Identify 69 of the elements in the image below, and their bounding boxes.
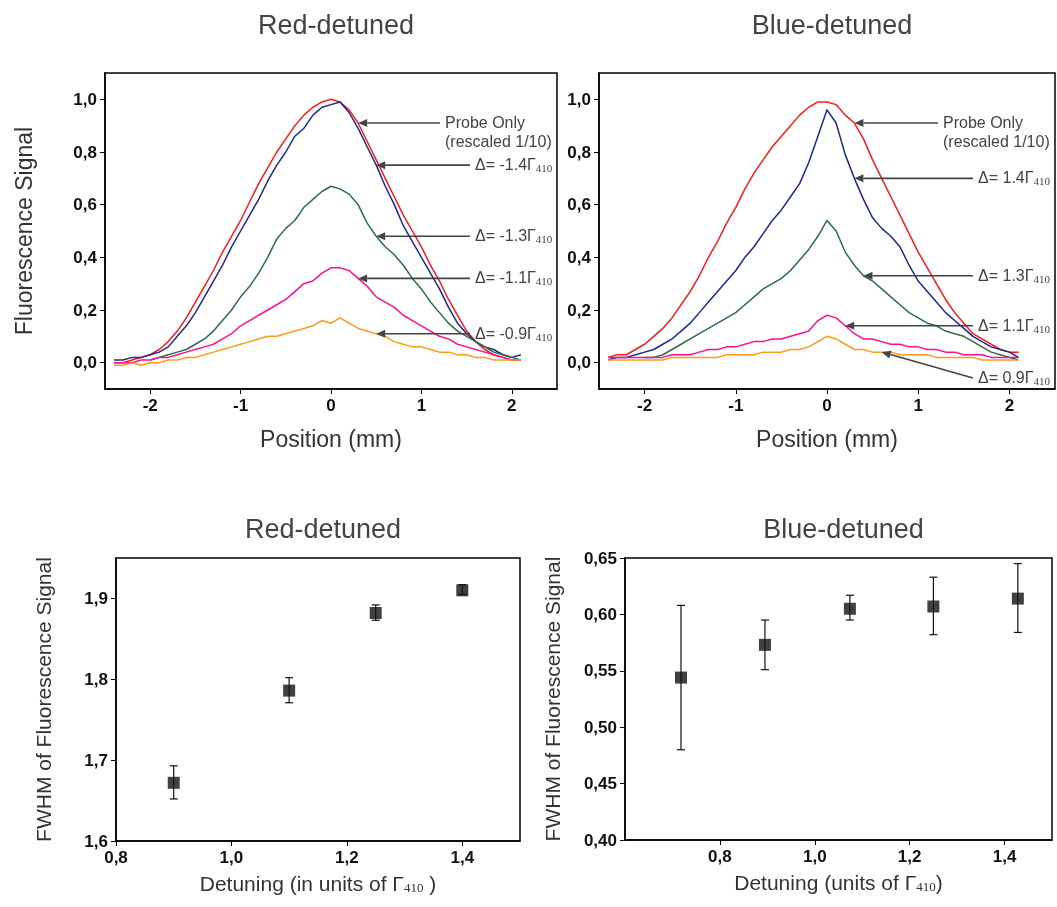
y-axis-title: FWHM of Fluorescence Signal — [32, 557, 55, 842]
y-tick-label: 0,2 — [73, 300, 97, 320]
y-tick-label: 0,2 — [567, 300, 591, 320]
y-tick-label: 0,6 — [73, 195, 97, 215]
x-tick-label: 0 — [326, 396, 336, 415]
x-tick-label: 1,4 — [450, 848, 475, 867]
annotation: Δ= 1.3Γ$_{410}$ — [978, 265, 1051, 287]
y-axis-title: FWHM of Fluorescence Signal — [541, 556, 564, 842]
x-tick-label: -2 — [142, 396, 158, 415]
point — [927, 600, 940, 613]
y-tick-label: 1,7 — [84, 750, 108, 770]
annotation: Probe Only (rescaled 1/10) — [943, 113, 1050, 152]
y-tick-label: 0,65 — [583, 548, 617, 568]
x-tick-label: 0,8 — [104, 848, 128, 867]
x-tick-label: 2 — [507, 396, 517, 415]
chart-title: Red-detuned — [257, 9, 415, 40]
y-axis-title: Fluorescence Signal — [10, 126, 37, 336]
x-tick-label: 1,2 — [897, 847, 922, 866]
chart-title: Blue-detuned — [763, 513, 924, 544]
point — [758, 638, 771, 651]
y-tick-label: 1,6 — [84, 831, 108, 851]
chart-title: Blue-detuned — [751, 9, 913, 40]
y-tick-label: 0,4 — [73, 247, 98, 267]
x-tick-label: -2 — [637, 396, 653, 415]
annotation: Δ= 1.4Γ$_{410}$ — [978, 168, 1051, 190]
y-tick-label: 0,4 — [567, 247, 592, 267]
line-series — [607, 335, 1020, 361]
x-tick-label: 1,0 — [802, 847, 827, 866]
x-tick-label: 1,4 — [992, 847, 1017, 866]
y-tick-label: 0,45 — [583, 774, 617, 794]
y-tick-label: 0,60 — [583, 604, 617, 624]
x-tick-label: 0,8 — [708, 847, 732, 866]
annotation: Δ= -0.9Γ$_{410}$ — [475, 323, 553, 345]
point — [283, 684, 296, 697]
annotation: Δ= -1.3Γ$_{410}$ — [475, 226, 553, 248]
y-tick-label: 0,6 — [567, 195, 591, 215]
annotation: Δ= -1.1Γ$_{410}$ — [475, 268, 553, 290]
y-tick-label: 0,8 — [567, 142, 591, 162]
x-tick-label: 0 — [822, 396, 832, 415]
x-axis-title: Detuning (in units of Γ410 ) — [199, 872, 437, 895]
y-tick-label: 0,50 — [583, 717, 617, 737]
x-axis-title: Position (mm) — [260, 425, 402, 452]
x-tick-label: 1,2 — [335, 848, 359, 867]
annotation: Δ= 1.1Γ$_{410}$ — [978, 315, 1051, 337]
x-tick-label: 1 — [416, 396, 427, 415]
annotation: Δ= 0.9Γ$_{410}$ — [978, 368, 1051, 389]
y-tick-label: 0,0 — [73, 353, 97, 373]
point — [167, 776, 180, 789]
y-tick-label: 1,8 — [84, 669, 108, 689]
y-tick-label: 0,8 — [73, 142, 97, 162]
annotation: Δ= -1.4Γ$_{410}$ — [475, 155, 553, 177]
x-tick-label: 1,0 — [219, 848, 244, 867]
point — [1011, 592, 1024, 605]
y-tick-label: 0,0 — [567, 353, 591, 373]
point — [674, 671, 687, 684]
x-axis-title: Position (mm) — [756, 425, 898, 452]
y-tick-label: 1,0 — [73, 89, 97, 109]
x-tick-label: -1 — [728, 396, 744, 415]
x-tick-label: 2 — [1004, 396, 1015, 415]
annotation: Probe Only (rescaled 1/10) — [445, 113, 552, 152]
chart-title: Red-detuned — [244, 513, 402, 544]
y-tick-label: 1,9 — [84, 588, 108, 608]
x-tick-label: -1 — [233, 396, 249, 415]
y-tick-label: 0,40 — [583, 830, 617, 850]
x-tick-label: 1 — [913, 396, 923, 415]
y-tick-label: 1,0 — [567, 89, 591, 109]
point — [843, 602, 856, 615]
x-axis-title: Detuning (units of Γ410) — [734, 871, 943, 894]
y-tick-label: 0,55 — [583, 661, 617, 681]
